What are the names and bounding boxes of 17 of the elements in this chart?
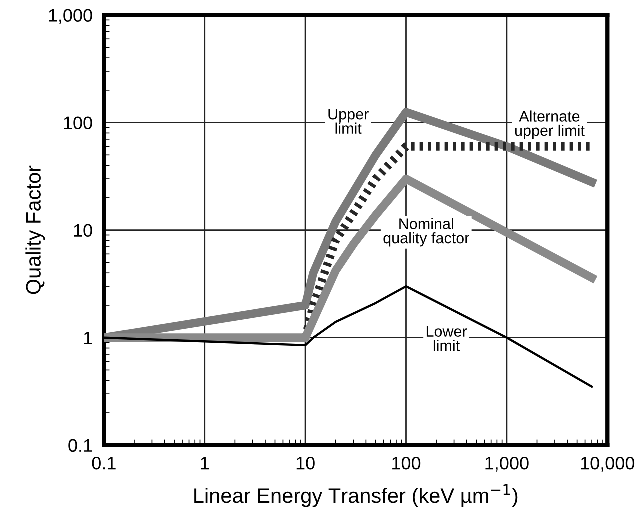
x-tick-label: 10,000 [581, 456, 635, 472]
y-tick-label: 0.1 [68, 439, 92, 452]
y-tick-label: 1 [84, 332, 92, 344]
y-axis-title: Quality Factor [26, 166, 46, 294]
y-tick-label: 1,000 [49, 9, 92, 24]
x-axis-title: Linear Energy Transfer (keV µm$^{−1}$) [194, 484, 518, 508]
y-tick-label: 100 [64, 116, 92, 130]
x-tick-label: 1 [201, 457, 209, 470]
y-tick-label: 10 [74, 224, 92, 238]
annotation: Upper limit [328, 109, 369, 134]
annotation: Nominal quality factor [384, 218, 470, 247]
x-tick-label: 1,000 [486, 456, 529, 472]
annotation: Alternate upper limit [515, 110, 585, 140]
annotation: Lower limit [426, 326, 468, 352]
x-tick-label: 0.1 [92, 456, 116, 470]
x-tick-label: 10 [296, 456, 315, 470]
x-tick-label: 100 [392, 456, 421, 470]
